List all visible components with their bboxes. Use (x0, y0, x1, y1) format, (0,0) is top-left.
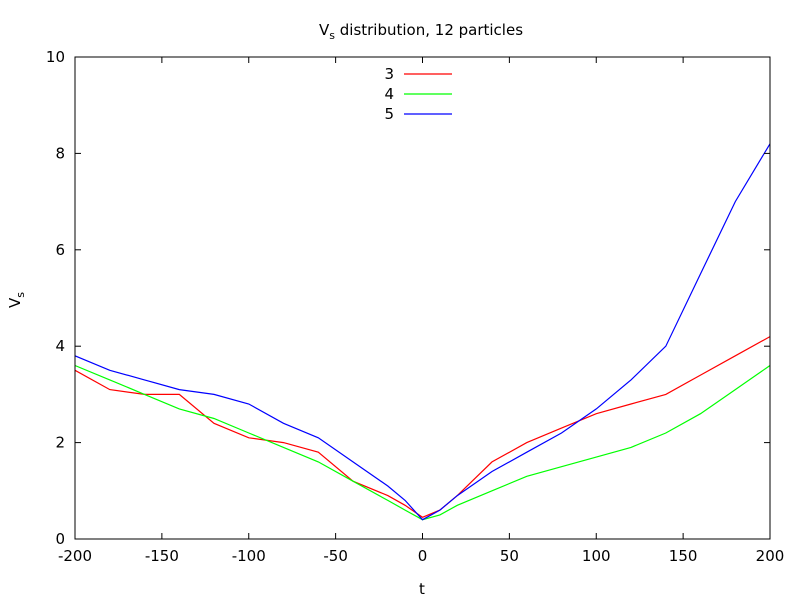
y-axis-label: Vs (6, 292, 27, 308)
y-axis-label-main: V (6, 297, 24, 308)
x-tick-label: 50 (500, 547, 519, 565)
y-tick-label: 10 (46, 48, 65, 66)
plot-area (75, 143, 770, 521)
y-axis-label-sub: s (14, 292, 27, 298)
x-tick-label: 100 (582, 547, 611, 565)
x-tick-label: 200 (756, 547, 785, 565)
series-4-line (75, 364, 770, 521)
x-axis-label: t (419, 580, 425, 598)
plot-frame (74, 56, 771, 540)
svg-text:Vs: Vs (6, 292, 27, 308)
series-5-line (75, 143, 770, 521)
x-tick-label: -150 (145, 547, 179, 565)
chart-title-main: V (319, 21, 330, 39)
series-3-line (75, 336, 770, 518)
x-tick-label: 150 (669, 547, 698, 565)
legend-label-5: 5 (384, 105, 394, 123)
y-tick-label: 0 (55, 530, 65, 548)
x-tick-label: -100 (232, 547, 266, 565)
y-tick-label: 6 (55, 241, 65, 259)
chart-title-sub: s (329, 29, 335, 42)
x-tick-label: 0 (418, 547, 428, 565)
y-tick-label: 4 (55, 337, 65, 355)
y-tick-label: 2 (55, 434, 65, 452)
y-tick-label: 8 (55, 144, 65, 162)
legend-label-4: 4 (384, 85, 394, 103)
axes: -200 -150 -100 -50 0 50 100 150 200 0 2 4 6 8 10 (46, 48, 784, 565)
legend: 3 4 5 (384, 65, 452, 123)
legend-label-3: 3 (384, 65, 394, 83)
x-tick-label: -200 (58, 547, 92, 565)
x-tick-label: -50 (323, 547, 348, 565)
chart-title-rest: distribution, 12 particles (335, 21, 523, 39)
chart-title: Vs distribution, 12 particles (319, 21, 523, 42)
